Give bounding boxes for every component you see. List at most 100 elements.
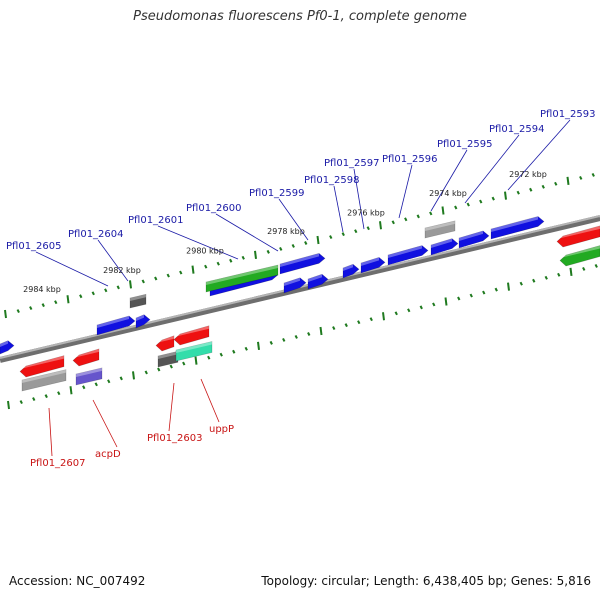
forward-gene-label: Pfl01_2599	[249, 188, 305, 199]
gene-block	[75, 367, 103, 386]
gene-arrow-body	[135, 314, 151, 329]
forward-gene-label: Pfl01_2600	[186, 203, 242, 214]
lower-tick-mark	[444, 297, 448, 306]
gene-arrow-shine	[343, 264, 353, 271]
gene-block-body	[21, 369, 67, 392]
gene-arrow	[19, 355, 65, 378]
lower-tick-mark	[557, 272, 561, 277]
kbp-label: 2974 kbp	[429, 189, 467, 198]
kbp-label: 2976 kbp	[347, 208, 385, 217]
lower-tick-mark	[544, 275, 548, 280]
gene-arrow-body	[96, 315, 136, 336]
gene-block-shine	[22, 369, 66, 383]
gene-block	[129, 293, 147, 309]
lower-tick-mark	[394, 311, 398, 316]
lower-tick-mark	[569, 267, 573, 276]
reverse-leader-line	[92, 399, 118, 448]
forward-gene-label: Pfl01_2593	[540, 109, 596, 120]
gene-block-body	[424, 220, 456, 239]
gene-arrow	[135, 314, 151, 329]
lower-tick-mark	[194, 356, 198, 365]
forward-leader-line	[278, 198, 309, 241]
upper-tick-mark	[116, 285, 120, 290]
upper-tick-mark	[366, 226, 370, 231]
gene-arrow	[72, 348, 100, 367]
kbp-label: 2972 kbp	[509, 170, 547, 179]
lower-tick-mark	[519, 281, 523, 286]
lower-tick-mark	[219, 352, 223, 357]
gene-arrow-body	[430, 238, 459, 256]
gene-arrow-body	[360, 256, 386, 274]
lower-tick-mark	[469, 293, 473, 298]
forward-leader-line	[35, 251, 109, 287]
lower-tick-mark	[182, 361, 186, 366]
gene-arrow	[556, 225, 600, 248]
upper-tick-mark	[441, 206, 445, 215]
gene-block	[424, 220, 456, 239]
lower-tick-mark	[419, 305, 423, 310]
forward-gene-label: Pfl01_2596	[382, 154, 438, 165]
upper-tick-mark	[316, 235, 320, 245]
upper-tick-mark	[529, 187, 533, 192]
upper-tick-mark	[29, 306, 33, 311]
gene-arrow	[360, 256, 386, 274]
lower-tick-mark	[244, 346, 248, 351]
reverse-gene-label: uppP	[209, 424, 234, 435]
lower-tick-mark	[32, 397, 36, 402]
lower-tick-mark	[494, 287, 498, 292]
upper-tick-mark	[166, 273, 170, 278]
reverse-leader-line	[48, 407, 53, 457]
lower-tick-mark	[482, 290, 486, 295]
gene-arrow-body	[19, 355, 65, 378]
gene-arrow-shine	[308, 274, 322, 282]
gene-arrow-shine	[557, 225, 600, 239]
upper-tick-track	[4, 173, 595, 319]
kbp-label: 2982 kbp	[103, 266, 141, 275]
lower-tick-mark	[7, 400, 10, 410]
forward-leader-line	[215, 213, 279, 252]
gene-arrow	[559, 245, 600, 267]
upper-tick-mark	[229, 258, 233, 263]
upper-tick-mark	[104, 288, 108, 293]
upper-tick-mark	[91, 291, 95, 296]
gene-block	[21, 369, 67, 392]
lower-tick-mark	[432, 302, 436, 307]
gene-block-body	[75, 367, 103, 386]
gene-arrow	[279, 253, 326, 275]
gene-arrow-shine	[431, 238, 452, 248]
forward-leader-line	[464, 134, 520, 204]
lower-tick-mark	[294, 335, 298, 339]
upper-tick-mark	[204, 264, 208, 269]
gene-block-body	[205, 264, 279, 293]
lower-tick-mark	[119, 376, 123, 381]
gene-block-shine	[176, 341, 212, 353]
upper-tick-mark	[466, 202, 470, 207]
reverse-leader-line	[200, 378, 220, 423]
upper-tick-mark	[329, 235, 333, 240]
upper-tick-mark	[279, 246, 283, 251]
gene-block-shine	[158, 351, 178, 359]
upper-tick-mark	[129, 280, 132, 289]
upper-tick-mark	[241, 255, 245, 260]
lower-tick-mark	[69, 386, 73, 395]
gene-arrow-shine	[156, 335, 174, 343]
upper-tick-mark	[216, 261, 220, 266]
upper-tick-mark	[391, 220, 395, 225]
forward-gene-label: Pfl01_2597	[324, 158, 380, 169]
accession-label: Accession: NC_007492	[9, 574, 146, 588]
gene-arrow-shine	[20, 355, 64, 369]
gene-arrow	[155, 335, 175, 352]
gene-arrow-body	[72, 348, 100, 367]
kbp-label: 2984 kbp	[23, 285, 61, 294]
lower-tick-mark	[257, 341, 260, 350]
lower-tick-mark	[369, 317, 373, 322]
upper-tick-mark	[266, 249, 270, 254]
lower-tick-mark	[319, 326, 323, 336]
upper-tick-mark	[16, 309, 20, 313]
lower-tick-mark	[269, 340, 273, 345]
kbp-label: 2980 kbp	[186, 246, 224, 255]
upper-tick-mark	[41, 303, 45, 308]
gene-block-shine	[76, 367, 102, 377]
gene-arrow-body	[559, 245, 600, 267]
